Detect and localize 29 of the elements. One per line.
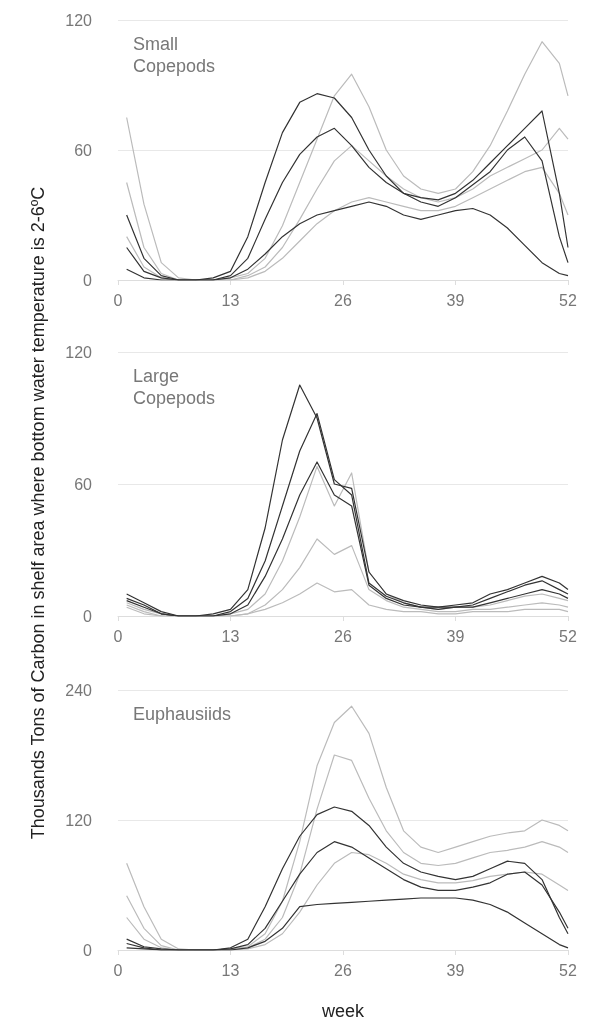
y-tick-label: 0 [83, 607, 93, 625]
x-tick-label: 0 [113, 291, 123, 309]
x-tick-label: 0 [113, 627, 123, 645]
y-tick-label: 60 [74, 475, 93, 493]
x-tick-label: 26 [334, 961, 352, 979]
x-tick-label: 39 [446, 961, 465, 979]
x-tick-label: 39 [446, 627, 465, 645]
x-tick-label: 52 [559, 291, 577, 309]
y-tick-label: 60 [74, 141, 93, 159]
text: Large Copepods [133, 366, 216, 408]
y-tick-label: 120 [65, 811, 93, 829]
x-tick-label: 39 [446, 291, 465, 309]
y-tick-label: 0 [83, 271, 93, 289]
y-tick-label: 0 [83, 941, 93, 959]
x-axis-title: week [320, 1001, 365, 1021]
y-tick-label: 240 [65, 681, 93, 699]
x-tick-label: 26 [334, 291, 352, 309]
x-tick-label: 13 [221, 961, 240, 979]
text: Euphausiids [133, 704, 232, 724]
y-tick-label: 120 [65, 343, 93, 361]
x-tick-label: 13 [221, 627, 240, 645]
x-tick-label: 0 [113, 961, 123, 979]
text: Small Copepods [133, 34, 216, 76]
y-tick-label: 120 [65, 11, 93, 29]
x-tick-label: 52 [559, 627, 577, 645]
x-tick-label: 52 [559, 961, 577, 979]
x-tick-label: 26 [334, 627, 352, 645]
y-axis-title: Thousands Tons of Carbon in shelf area where bottom water temperature is 2-6ºC [27, 186, 49, 840]
x-tick-label: 13 [221, 291, 240, 309]
